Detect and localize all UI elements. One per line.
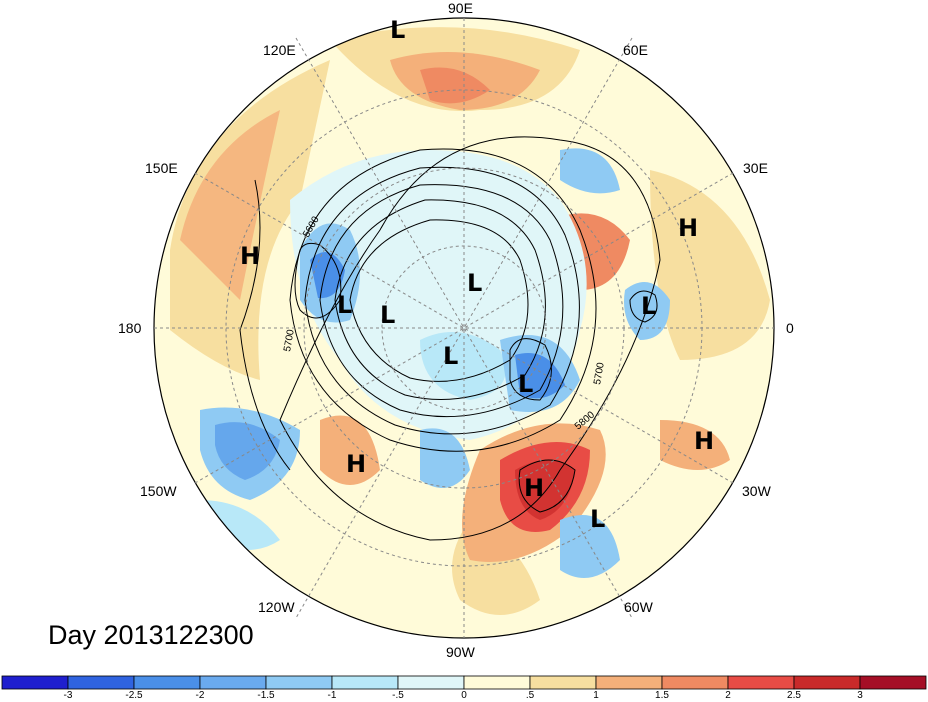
colorbar-swatch	[265, 675, 333, 690]
colorbar-swatch	[1, 675, 69, 690]
lon-label-150e: 150E	[145, 160, 178, 176]
pressure-center: H	[346, 450, 366, 478]
colorbar-swatch	[793, 675, 861, 690]
colorbar-swatch	[595, 675, 663, 690]
pressure-center: L	[443, 342, 458, 370]
graticule	[153, 17, 775, 639]
lon-label-60e: 60E	[623, 42, 648, 58]
colorbar-swatch	[331, 675, 399, 690]
pressure-center: L	[467, 269, 482, 297]
pressure-center: L	[337, 291, 352, 319]
pressure-center: H	[694, 427, 714, 455]
colorbar-tick-label: 2	[725, 690, 731, 701]
colorbar-tick-label: 3	[857, 690, 863, 701]
colorbar-swatch	[529, 675, 597, 690]
colorbar-swatch	[67, 675, 135, 690]
colorbar-tick-label: .5	[525, 690, 535, 701]
height-contours	[239, 136, 661, 541]
colorbar-tick-label: 0	[461, 690, 467, 701]
colorbar-tick-label: -3	[63, 690, 73, 701]
colorbar-swatch	[463, 675, 531, 690]
colorbar-tick-label: 1.5	[655, 690, 669, 701]
pressure-center: L	[390, 16, 405, 44]
pressure-center: L	[518, 370, 533, 398]
lon-label-0: 0	[786, 320, 794, 336]
pressure-center: L	[380, 301, 395, 329]
colorbar-tick-label: 2.5	[787, 690, 801, 701]
lon-label-30e: 30E	[743, 160, 768, 176]
pressure-center: H	[240, 242, 260, 270]
contour-label: 5700	[592, 361, 607, 385]
colorbar-swatch	[199, 675, 267, 690]
pressure-centers: L H L L L L L H H L H L H	[240, 16, 714, 533]
colorbar-swatch	[397, 675, 465, 690]
lon-label-120e: 120E	[263, 42, 296, 58]
lon-label-60w: 60W	[624, 599, 653, 615]
colorbar-swatch	[133, 675, 201, 690]
pressure-center: H	[524, 474, 544, 502]
colorbar-tick-label: -1.5	[257, 690, 275, 701]
colorbar-tick-label: -.5	[392, 690, 404, 701]
lon-label-30w: 30W	[742, 483, 771, 499]
colorbar-tick-label: -2	[195, 690, 205, 701]
colorbar-swatch	[727, 675, 795, 690]
colorbar-swatch	[661, 675, 729, 690]
contour-label: 5700	[282, 328, 297, 352]
lon-label-150w: 150W	[140, 483, 177, 499]
lon-label-180: 180	[118, 320, 142, 336]
day-label: Day 2013122300	[48, 620, 254, 650]
lon-label-90e: 90E	[448, 0, 473, 16]
colorbar-swatch	[859, 675, 927, 690]
polar-stereographic-map: L H L L L L L H H L H L H 5600 5700 5700…	[153, 16, 775, 639]
colorbar-tick-label: -2.5	[125, 690, 143, 701]
pressure-center: H	[678, 214, 698, 242]
colorbar-tick-label: -1	[327, 690, 337, 701]
lon-label-90w: 90W	[446, 644, 475, 660]
pressure-center: L	[590, 505, 605, 533]
colorbar-tick-label: 1	[593, 690, 599, 701]
colorbar	[1, 675, 927, 690]
lon-label-120w: 120W	[258, 599, 295, 615]
pressure-center: L	[641, 292, 656, 320]
